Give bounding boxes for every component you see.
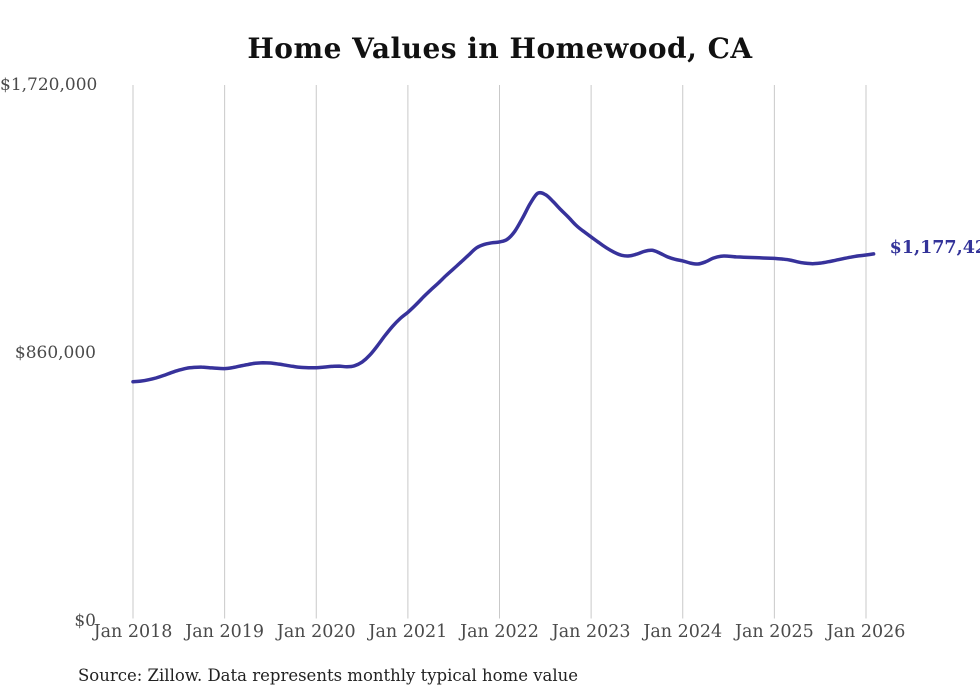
x-tick-label: Jan 2022 bbox=[460, 622, 539, 642]
x-tick-label: Jan 2021 bbox=[368, 622, 448, 642]
x-tick-label: Jan 2024 bbox=[643, 622, 723, 642]
home-value-line bbox=[131, 190, 876, 384]
latest-value-label: $1,177,423 bbox=[889, 237, 980, 258]
y-tick-label: $0 bbox=[74, 610, 96, 631]
x-tick-label: Jan 2025 bbox=[734, 622, 814, 642]
x-tick-label: Jan 2019 bbox=[185, 622, 265, 642]
x-tick-label: Jan 2020 bbox=[276, 622, 356, 642]
y-tick-label: $860,000 bbox=[14, 342, 96, 363]
source-note: Source: Zillow. Data represents monthly … bbox=[78, 666, 579, 685]
chart-title: Home Values in Homewood, CA bbox=[247, 32, 753, 65]
y-tick-label: $1,720,000 bbox=[0, 75, 98, 95]
x-tick-label: Jan 2018 bbox=[93, 622, 173, 642]
vertical-gridlines bbox=[132, 85, 867, 619]
x-tick-label: Jan 2026 bbox=[826, 622, 906, 642]
x-tick-label: Jan 2023 bbox=[551, 622, 631, 642]
